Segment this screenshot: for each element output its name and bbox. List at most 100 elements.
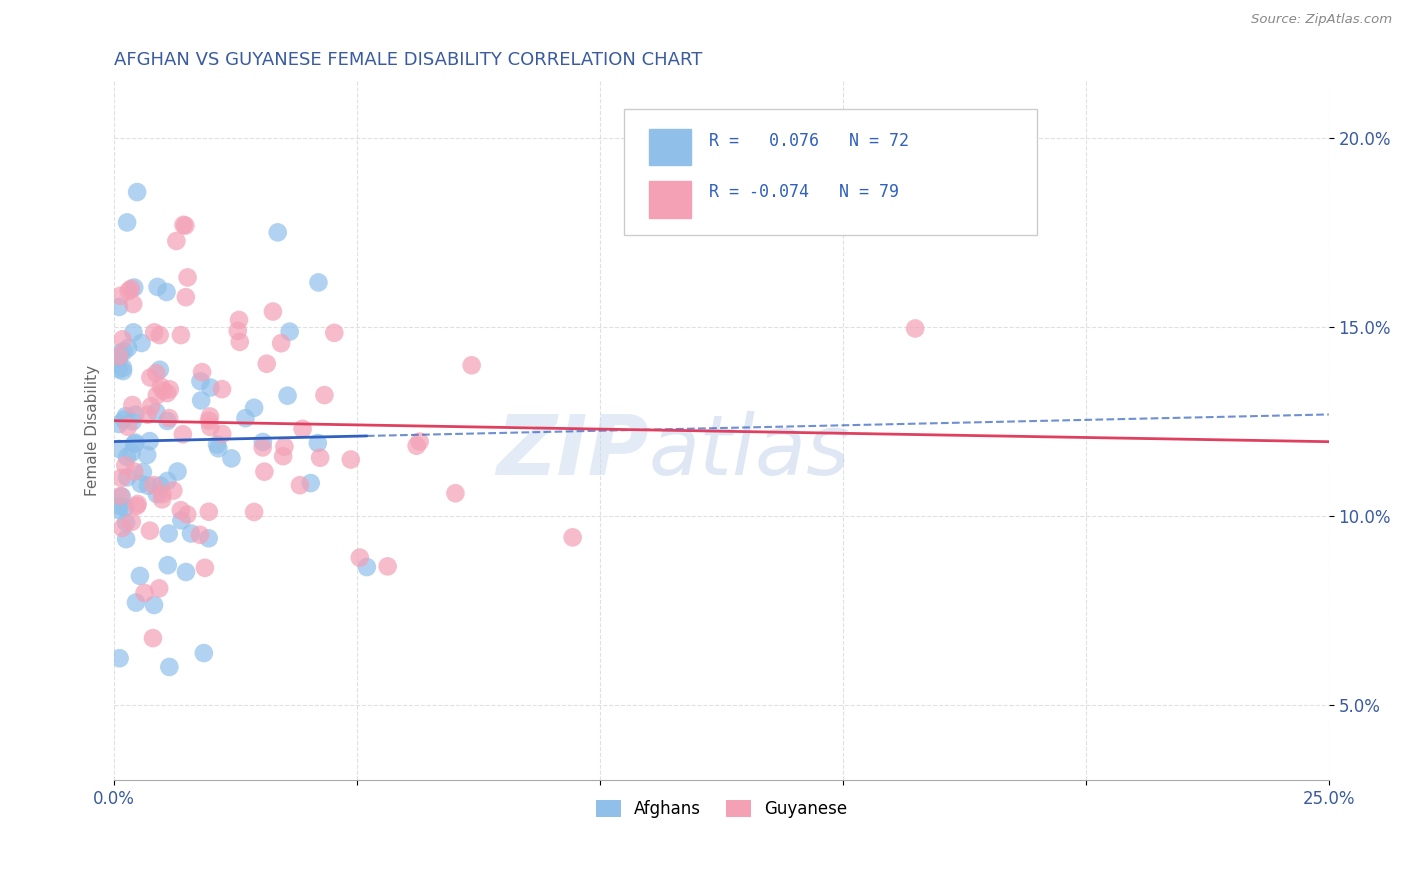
Point bbox=[170, 328, 193, 343]
Point bbox=[112, 344, 135, 359]
Point bbox=[115, 215, 138, 229]
Point bbox=[115, 516, 138, 530]
Point bbox=[108, 362, 131, 376]
Point bbox=[339, 452, 361, 467]
Point bbox=[207, 442, 229, 456]
Point bbox=[323, 326, 346, 340]
Point bbox=[110, 471, 132, 485]
Point bbox=[170, 503, 193, 517]
Point bbox=[136, 448, 159, 462]
Point bbox=[226, 324, 249, 338]
Point bbox=[124, 408, 146, 422]
Point bbox=[131, 335, 153, 350]
Point bbox=[136, 408, 159, 422]
Point bbox=[200, 380, 222, 394]
Point bbox=[149, 478, 172, 492]
Point bbox=[235, 411, 257, 425]
Point bbox=[159, 382, 181, 396]
Point bbox=[143, 326, 166, 340]
Point bbox=[267, 226, 290, 240]
Point bbox=[229, 334, 252, 349]
Point bbox=[148, 582, 170, 596]
Point bbox=[252, 441, 274, 455]
Point bbox=[108, 417, 131, 431]
Point bbox=[138, 434, 160, 449]
Point bbox=[124, 437, 146, 451]
Point bbox=[172, 427, 194, 442]
Point bbox=[156, 474, 179, 488]
Point bbox=[127, 497, 149, 511]
Point bbox=[115, 409, 138, 423]
Point bbox=[111, 360, 134, 375]
Bar bbox=[648, 128, 692, 165]
Point bbox=[125, 596, 148, 610]
Point bbox=[146, 487, 169, 501]
Point bbox=[139, 400, 162, 414]
Point bbox=[307, 276, 329, 290]
Point bbox=[115, 532, 138, 546]
Point bbox=[136, 479, 159, 493]
Point bbox=[111, 332, 134, 346]
Text: AFGHAN VS GUYANESE FEMALE DISABILITY CORRELATION CHART: AFGHAN VS GUYANESE FEMALE DISABILITY COR… bbox=[114, 51, 703, 69]
Point bbox=[129, 569, 152, 583]
Point bbox=[132, 465, 155, 479]
Point bbox=[145, 405, 167, 419]
Point bbox=[299, 476, 322, 491]
Point bbox=[157, 660, 180, 674]
Point bbox=[127, 185, 149, 199]
Point bbox=[155, 285, 177, 299]
Point bbox=[273, 440, 295, 454]
Point bbox=[122, 326, 145, 340]
Point bbox=[349, 550, 371, 565]
Point bbox=[176, 508, 198, 522]
Point bbox=[142, 478, 165, 492]
Point bbox=[174, 219, 197, 233]
Point bbox=[146, 388, 169, 402]
Legend: Afghans, Guyanese: Afghans, Guyanese bbox=[589, 793, 853, 824]
Y-axis label: Female Disability: Female Disability bbox=[86, 365, 100, 496]
Point bbox=[156, 386, 179, 401]
Point bbox=[108, 651, 131, 665]
Point bbox=[108, 503, 131, 517]
Point bbox=[111, 490, 134, 504]
Point bbox=[108, 351, 131, 366]
Point bbox=[188, 528, 211, 542]
Point bbox=[149, 363, 172, 377]
Point bbox=[122, 280, 145, 294]
Point bbox=[205, 437, 228, 451]
Point bbox=[228, 313, 250, 327]
Point bbox=[252, 435, 274, 450]
Point bbox=[157, 526, 180, 541]
Point bbox=[256, 357, 278, 371]
Point bbox=[118, 284, 141, 298]
Point bbox=[108, 499, 131, 513]
Point bbox=[190, 393, 212, 408]
Point bbox=[139, 370, 162, 384]
Text: atlas: atlas bbox=[648, 411, 851, 492]
Point bbox=[356, 560, 378, 574]
Point bbox=[221, 451, 243, 466]
Point bbox=[194, 561, 217, 575]
Point bbox=[262, 304, 284, 318]
Point bbox=[271, 449, 294, 463]
Point bbox=[197, 505, 219, 519]
Point bbox=[145, 366, 167, 380]
Point bbox=[156, 558, 179, 573]
Point bbox=[139, 524, 162, 538]
Point bbox=[115, 470, 138, 484]
Point bbox=[146, 280, 169, 294]
Point bbox=[243, 401, 266, 415]
Point bbox=[277, 389, 299, 403]
Point bbox=[314, 388, 336, 402]
Point bbox=[150, 492, 173, 507]
Point bbox=[197, 531, 219, 545]
Point bbox=[121, 515, 143, 529]
Point bbox=[170, 513, 193, 527]
Bar bbox=[648, 181, 692, 218]
Point bbox=[193, 646, 215, 660]
Point bbox=[149, 328, 172, 343]
Point bbox=[307, 436, 329, 450]
Point bbox=[108, 300, 131, 314]
Point bbox=[143, 598, 166, 612]
Text: Source: ZipAtlas.com: Source: ZipAtlas.com bbox=[1251, 13, 1392, 27]
